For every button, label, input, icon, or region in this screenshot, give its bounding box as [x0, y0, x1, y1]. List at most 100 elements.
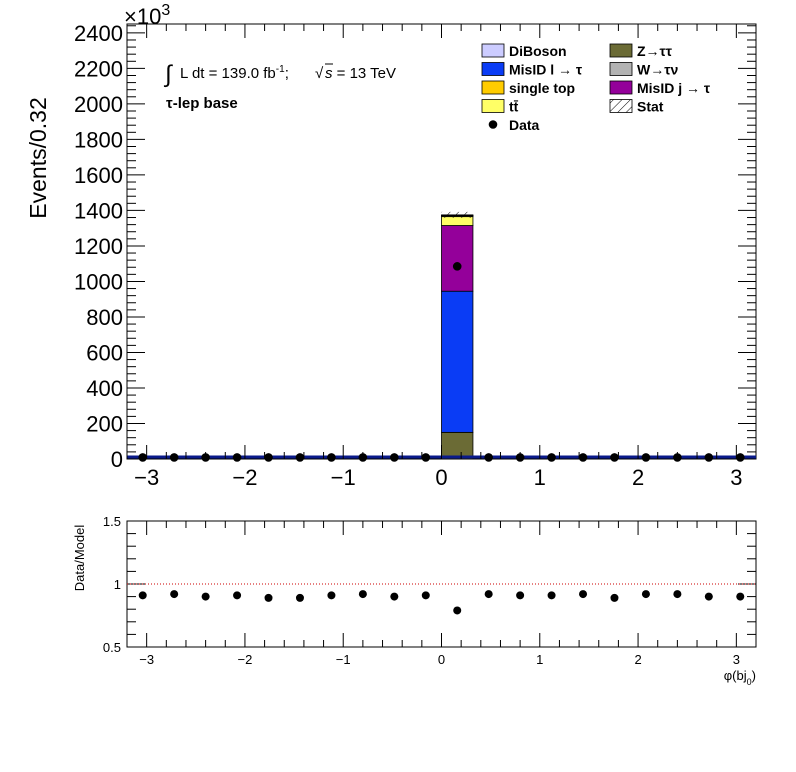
data-point-19	[735, 453, 745, 462]
region-label: τ-lep base	[166, 95, 238, 112]
ratio-point-17	[673, 590, 682, 599]
y-multiplier: ×103	[124, 2, 170, 29]
legend-label-2: MisID l → τ	[509, 62, 583, 78]
data-point-13	[547, 453, 556, 462]
main-x-tick-label-2: −1	[331, 465, 356, 490]
ratio-y-tick-label-0: 0.5	[103, 640, 121, 655]
data-point-14	[578, 453, 588, 462]
bar-1-10	[441, 290, 474, 433]
ratio-x-tick-label-2: −1	[336, 652, 351, 667]
ratio-x-axis-title: φ(bj0)	[724, 668, 756, 687]
ratio-point-10	[453, 606, 462, 615]
data-point-15	[610, 453, 619, 462]
ratio-point-4	[264, 593, 273, 602]
ratio-point-16	[641, 590, 650, 599]
data-point-2	[201, 453, 210, 462]
ratio-point-8	[390, 592, 399, 601]
main-y-tick-label-9: 1800	[74, 127, 123, 152]
data-point-5	[295, 453, 305, 462]
integral-sign: ∫	[163, 61, 173, 88]
ratio-point-2	[201, 592, 210, 601]
ratio-x-tick-label-1: −2	[238, 652, 253, 667]
ratio-plot-frame	[126, 520, 757, 648]
legend: DiBoson Z→ττ MisID l → τ W→τν single top MisI…	[481, 43, 711, 133]
data-point-1	[169, 453, 179, 462]
ratio-x-tick-label-6: 3	[733, 652, 740, 667]
main-y-ticks: 0 200 400 600 800 1000 1200 1400 1600 1800 2000 220…	[74, 21, 756, 472]
legend-label-0: DiBoson	[509, 43, 567, 59]
legend-label-7: Stat	[637, 99, 664, 115]
ratio-point-6	[327, 591, 336, 600]
legend-swatch-1	[609, 43, 633, 58]
legend-label-1: Z→ττ	[637, 43, 673, 59]
legend-swatch-3	[609, 62, 633, 76]
main-y-tick-label-7: 1400	[74, 198, 123, 223]
data-point-0	[138, 453, 148, 462]
main-x-tick-label-1: −2	[232, 465, 257, 490]
legend-swatch-6	[481, 99, 505, 113]
main-y-tick-label-3: 600	[86, 340, 123, 365]
legend-swatch-7	[609, 99, 633, 113]
legend-label-4: single top	[509, 80, 575, 96]
legend-label-3: W→τν	[637, 62, 678, 78]
bar-2-10	[441, 225, 474, 292]
main-y-tick-label-12: 2400	[74, 21, 123, 46]
ratio-point-18	[704, 592, 713, 601]
ratio-y-axis-title: Data/Model	[72, 525, 87, 592]
stat-band	[441, 211, 473, 218]
main-y-tick-label-8: 1600	[74, 163, 123, 188]
data-point-6	[327, 453, 336, 462]
main-x-tick-label-4: 1	[534, 465, 546, 490]
data-point-7	[358, 453, 368, 462]
ratio-point-9	[421, 591, 430, 600]
main-y-tick-label-1: 200	[86, 411, 123, 436]
main-y-tick-label-5: 1000	[74, 269, 123, 294]
ratio-y-tick-label-1: 1	[114, 577, 121, 592]
main-y-tick-label-11: 2200	[74, 56, 123, 81]
data-point-16	[641, 453, 651, 462]
ratio-x-tick-label-3: 0	[438, 652, 445, 667]
main-x-tick-label-6: 3	[730, 465, 742, 490]
main-y-axis-title: Events/0.32	[25, 97, 51, 218]
sqrt-symbol: √	[315, 65, 324, 82]
main-x-tick-label-0: −3	[134, 465, 159, 490]
data-point-17	[673, 453, 682, 462]
ratio-point-0	[138, 591, 147, 600]
ratio-point-1	[170, 590, 179, 599]
ratio-point-7	[358, 590, 367, 599]
data-point-4	[264, 453, 273, 462]
ratio-points	[138, 590, 745, 615]
legend-marker-8	[488, 120, 498, 129]
main-y-tick-label-0: 0	[111, 447, 123, 472]
ratio-x-tick-label-5: 2	[634, 652, 641, 667]
legend-swatch-4	[481, 80, 505, 95]
legend-label-6: tt̄	[509, 98, 519, 114]
main-x-ticks: −3 −2 −1 0 1 2 3	[126, 24, 742, 490]
legend-label-5: MisID j → τ	[637, 80, 711, 96]
ratio-point-14	[579, 590, 588, 599]
main-y-tick-label-2: 400	[86, 376, 123, 401]
legend-swatch-5	[609, 80, 633, 95]
ratio-point-12	[516, 591, 525, 600]
main-data-points	[138, 262, 745, 462]
ratio-point-13	[547, 591, 556, 600]
energy-label: s = 13 TeV	[325, 65, 396, 82]
data-point-8	[390, 453, 399, 462]
data-point-11	[484, 453, 493, 462]
ratio-ticks: −3 −2 −1 0 1 2 3 0.5 1 1.5	[103, 514, 756, 667]
legend-label-8: Data	[509, 117, 540, 133]
ratio-point-5	[295, 593, 304, 602]
data-point-12	[515, 453, 525, 462]
ratio-x-tick-label-0: −3	[139, 652, 154, 667]
main-y-tick-label-6: 1200	[74, 234, 123, 259]
data-point-3	[232, 453, 242, 462]
lumi-label: L dt = 139.0 fb-1;	[180, 64, 289, 82]
ratio-point-11	[484, 590, 493, 599]
bar-0-10	[441, 431, 474, 460]
ratio-point-19	[736, 592, 745, 601]
main-x-tick-label-3: 0	[435, 465, 447, 490]
data-point-10	[452, 262, 462, 271]
data-point-18	[704, 453, 714, 462]
main-y-tick-label-10: 2000	[74, 92, 123, 117]
